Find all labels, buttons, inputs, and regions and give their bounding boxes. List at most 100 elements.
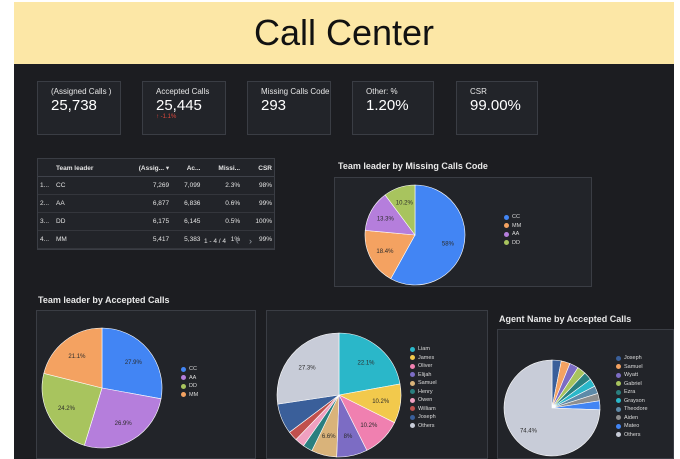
legend-agents-right: Joseph Samuel Wyatt Gabriel Ezra Grayson… <box>616 354 648 439</box>
agent-right-pie-chart: 74.4% <box>503 359 601 457</box>
legend-label: MM <box>512 222 522 229</box>
title-banner: Call Center <box>14 2 674 64</box>
legend-swatch <box>616 415 621 421</box>
legend-item[interactable]: AA <box>504 230 521 239</box>
cell-team-leader: CC <box>54 176 119 195</box>
column-header-missing[interactable]: Missi... <box>202 160 243 177</box>
legend-item[interactable]: DD <box>504 239 521 248</box>
pie-data-label: 18.4% <box>376 249 394 255</box>
row-index: 3... <box>38 212 54 231</box>
pie-slice-others[interactable] <box>276 332 340 405</box>
legend-item[interactable]: Others <box>616 431 648 440</box>
pie-data-label: 10.2% <box>372 399 390 405</box>
legend-item[interactable]: CC <box>504 213 521 222</box>
kpi-assigned-calls[interactable]: (Assigned Calls ) 25,738 <box>37 81 121 135</box>
legend-label: James <box>418 354 435 361</box>
legend-label: Aiden <box>624 414 639 421</box>
legend-label: Others <box>418 422 435 429</box>
legend-swatch <box>181 392 186 398</box>
pie-slice-dd[interactable] <box>384 184 416 236</box>
legend-item[interactable]: Elijah <box>410 371 437 380</box>
table-pagination: 1 - 4 / 4 ‹ › <box>204 236 252 246</box>
kpi-label: (Assigned Calls ) <box>51 87 112 96</box>
kpi-delta: ↑ -1.1% <box>156 114 177 120</box>
column-header-assigned[interactable]: (Assig... ▾ <box>118 160 172 177</box>
legend-swatch <box>616 423 621 429</box>
legend-item[interactable]: AA <box>181 374 198 383</box>
pie-slice-liam[interactable] <box>338 332 401 396</box>
pie-slice-mm[interactable] <box>43 327 103 389</box>
pie-data-label: 8% <box>344 434 353 440</box>
legend-item[interactable]: Oliver <box>410 362 437 371</box>
chart-title-agents: Agent Name by Accepted Calls <box>499 314 632 324</box>
cell-csr: 98% <box>242 176 274 195</box>
legend-label: Joseph <box>418 414 436 421</box>
legend-item[interactable]: Gabriel <box>616 380 648 389</box>
pie-slice-cc[interactable] <box>390 184 466 286</box>
pie-slice-aa[interactable] <box>83 387 162 449</box>
chevron-left-icon[interactable]: ‹ <box>236 236 240 246</box>
legend-item[interactable]: William <box>410 405 437 414</box>
column-header-team-leader[interactable]: Team leader <box>54 160 119 177</box>
legend-item[interactable]: James <box>410 354 437 363</box>
table-row[interactable]: 3... DD 6,175 6,145 0.5% 100% <box>38 212 274 231</box>
legend-item[interactable]: Theodore <box>616 405 648 414</box>
legend-item[interactable]: Aiden <box>616 414 648 423</box>
legend-label: Oliver <box>418 363 433 370</box>
legend-label: Elijah <box>418 371 432 378</box>
column-header-assigned-label: (Assig... <box>138 165 165 172</box>
kpi-missing-calls-code[interactable]: Missing Calls Code 293 <box>247 81 331 135</box>
legend-swatch <box>410 423 415 429</box>
legend-item[interactable]: DD <box>181 382 198 391</box>
pie-data-label: 22.1% <box>358 361 376 367</box>
legend-item[interactable]: MM <box>504 222 521 231</box>
legend-swatch <box>410 380 415 386</box>
legend-item[interactable]: Samuel <box>616 363 648 372</box>
cell-csr: 99% <box>242 194 274 213</box>
legend-item[interactable]: Grayson <box>616 397 648 406</box>
table-row[interactable]: 4... MM 5,417 5,383 1% 99% <box>38 230 274 249</box>
column-header-accepted[interactable]: Ac... <box>171 160 203 177</box>
page-title: Call Center <box>253 12 435 53</box>
legend-item[interactable]: Owen <box>410 396 437 405</box>
kpi-accepted-calls[interactable]: Accepted Calls 25,445 ↑ -1.1% <box>142 81 226 135</box>
pie-slice-mm[interactable] <box>364 230 416 280</box>
pie-slice-cc[interactable] <box>101 327 163 400</box>
legend-swatch <box>410 397 415 403</box>
legend-label: Others <box>624 431 641 438</box>
cell-team-leader: MM <box>54 230 119 249</box>
legend-item[interactable]: Samuel <box>410 379 437 388</box>
chevron-right-icon[interactable]: › <box>249 236 253 246</box>
kpi-value: 99.00% <box>470 97 521 114</box>
cell-assigned: 6,877 <box>118 194 172 213</box>
legend-item[interactable]: Ezra <box>616 388 648 397</box>
pie-slice-dd[interactable] <box>41 373 103 446</box>
pagination-range: 1 - 4 / 4 <box>204 237 227 245</box>
legend-swatch <box>616 432 621 438</box>
legend-item[interactable]: Liam <box>410 345 437 354</box>
legend-swatch <box>616 364 621 370</box>
legend-item[interactable]: Joseph <box>616 354 648 363</box>
pie-data-label: 10.2% <box>360 423 378 429</box>
cell-accepted: 5,383 <box>171 230 203 249</box>
legend-label: Samuel <box>624 363 643 370</box>
legend-item[interactable]: Others <box>410 422 437 431</box>
column-header-csr[interactable]: CSR <box>242 160 274 177</box>
legend-item[interactable]: Joseph <box>410 413 437 422</box>
legend-item[interactable]: CC <box>181 365 198 374</box>
legend-item[interactable]: Henry <box>410 388 437 397</box>
kpi-csr[interactable]: CSR 99.00% <box>456 81 538 135</box>
cell-missing: 0.6% <box>202 194 243 213</box>
table-row[interactable]: 1... CC 7,269 7,099 2.3% 98% <box>38 176 274 195</box>
kpi-other-percent[interactable]: Other: % 1.20% <box>352 81 434 135</box>
legend-label: Joseph <box>624 355 642 362</box>
table-row[interactable]: 2... AA 6,877 6,836 0.6% 99% <box>38 194 274 213</box>
kpi-label: Missing Calls Code <box>261 87 330 96</box>
cell-assigned: 7,269 <box>118 176 172 195</box>
legend-item[interactable]: Mateo <box>616 422 648 431</box>
legend-item[interactable]: Wyatt <box>616 371 648 380</box>
pie-slice-others[interactable] <box>503 359 601 457</box>
legend-label: DD <box>512 239 520 246</box>
legend-item[interactable]: MM <box>181 391 198 400</box>
legend-label: CC <box>189 366 197 373</box>
